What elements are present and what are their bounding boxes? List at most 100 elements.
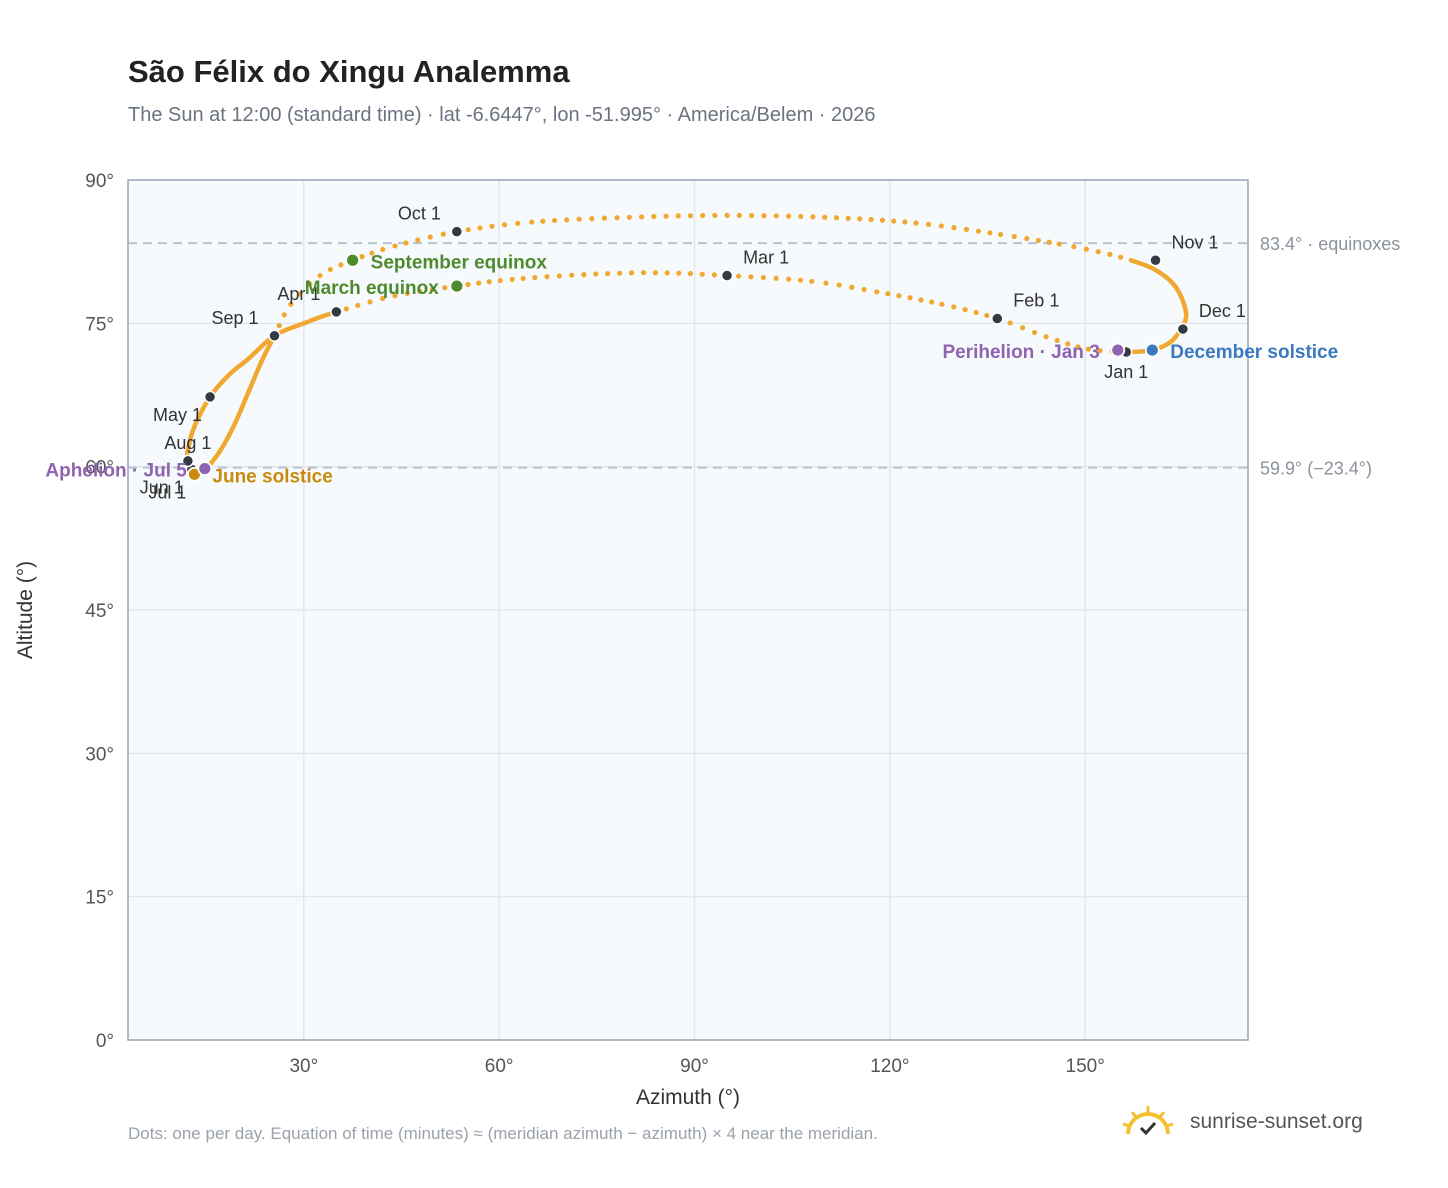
day-dot bbox=[663, 213, 669, 219]
day-dot bbox=[736, 212, 742, 218]
day-dot bbox=[836, 282, 842, 288]
day-dot bbox=[896, 293, 902, 299]
day-dot bbox=[1065, 341, 1071, 347]
event-label: June solstice bbox=[212, 466, 332, 487]
day-dot bbox=[1085, 346, 1092, 352]
day-dot bbox=[652, 270, 659, 276]
day-dot bbox=[761, 213, 767, 219]
curve-segment bbox=[246, 359, 264, 395]
event-label: Perihelion · Jan 3 bbox=[942, 342, 1099, 363]
day-dot bbox=[651, 213, 657, 220]
reference-line-label: 83.4° · equinoxes bbox=[1260, 234, 1400, 254]
day-dot bbox=[581, 272, 587, 278]
day-dot bbox=[520, 275, 526, 282]
curve-segment bbox=[216, 424, 236, 455]
day-dot bbox=[773, 213, 779, 219]
footnote: Dots: one per day. Equation of time (min… bbox=[128, 1124, 878, 1143]
reference-line-label: 59.9° (−23.4°) bbox=[1260, 459, 1372, 479]
day-dot bbox=[532, 274, 538, 281]
day-dot bbox=[476, 280, 482, 286]
y-tick-label: 45° bbox=[85, 601, 114, 622]
y-tick-label: 60° bbox=[85, 458, 114, 479]
day-dot bbox=[1031, 329, 1038, 336]
day-dot bbox=[359, 254, 365, 260]
day-dot bbox=[833, 215, 840, 221]
brand[interactable]: sunrise-sunset.org bbox=[1120, 1104, 1363, 1140]
day-dot bbox=[868, 216, 874, 223]
day-dot bbox=[640, 270, 647, 276]
month-marker bbox=[181, 454, 195, 468]
x-axis-label: Azimuth (°) bbox=[636, 1086, 740, 1109]
day-dot bbox=[797, 277, 804, 283]
event-label: December solstice bbox=[1170, 342, 1338, 363]
day-dot bbox=[276, 322, 282, 329]
day-dot bbox=[1056, 241, 1062, 247]
day-dot bbox=[392, 293, 398, 299]
curve-segment bbox=[185, 424, 197, 453]
day-dot bbox=[1043, 334, 1049, 340]
day-dot bbox=[664, 270, 670, 276]
y-tick-label: 30° bbox=[85, 744, 114, 765]
month-marker bbox=[268, 329, 281, 343]
day-dot bbox=[918, 297, 924, 303]
y-tick-label: 75° bbox=[85, 314, 114, 335]
day-dot bbox=[748, 274, 754, 280]
day-dot bbox=[404, 290, 410, 296]
day-dot bbox=[296, 291, 303, 297]
day-dot bbox=[415, 237, 421, 243]
curve-segment bbox=[1174, 285, 1189, 317]
day-dot bbox=[529, 219, 535, 225]
day-dot bbox=[687, 213, 694, 219]
day-dot bbox=[1075, 344, 1081, 350]
day-dot bbox=[712, 212, 718, 218]
day-dot bbox=[465, 281, 471, 288]
month-marker bbox=[991, 312, 1004, 325]
day-dot bbox=[975, 228, 982, 234]
day-dot bbox=[861, 286, 867, 293]
day-dot bbox=[440, 231, 446, 237]
event-marker bbox=[197, 461, 213, 476]
day-dot bbox=[564, 217, 570, 223]
chart-title: São Félix do Xingu Analemma bbox=[128, 54, 570, 89]
day-dot bbox=[1095, 249, 1101, 255]
day-dot bbox=[736, 273, 742, 279]
month-label: Mar 1 bbox=[743, 248, 789, 268]
day-dot bbox=[939, 301, 945, 307]
month-label: Dec 1 bbox=[1199, 301, 1246, 321]
day-dot bbox=[785, 276, 792, 282]
day-dot bbox=[380, 246, 386, 253]
y-tick-label: 90° bbox=[85, 171, 114, 192]
month-marker bbox=[203, 390, 217, 404]
day-dot bbox=[938, 223, 944, 229]
day-dot bbox=[614, 215, 620, 221]
day-dot bbox=[589, 216, 595, 222]
day-dot bbox=[617, 270, 623, 276]
event-marker bbox=[345, 252, 361, 268]
day-dot bbox=[724, 212, 730, 218]
day-dot bbox=[429, 286, 436, 292]
day-dot bbox=[700, 212, 706, 219]
event-marker bbox=[1144, 342, 1160, 358]
day-dot bbox=[1007, 320, 1013, 326]
day-dot bbox=[593, 271, 599, 277]
day-dot bbox=[785, 213, 792, 219]
day-dot bbox=[569, 272, 575, 278]
day-dot bbox=[925, 221, 932, 227]
curve-segment bbox=[1154, 268, 1179, 291]
day-dot bbox=[369, 250, 375, 256]
day-dot bbox=[951, 304, 957, 310]
y-tick-label: 0° bbox=[96, 1031, 114, 1052]
y-axis-label: Altitude (°) bbox=[14, 561, 37, 659]
event-markers: March equinox September equinox June solst… bbox=[45, 252, 1338, 487]
day-dot bbox=[963, 226, 970, 232]
day-dot bbox=[760, 274, 767, 281]
curve-segment bbox=[1128, 258, 1160, 274]
day-dot bbox=[417, 288, 423, 294]
day-dot bbox=[962, 307, 968, 313]
day-dot bbox=[1024, 235, 1030, 242]
curve-segment bbox=[301, 309, 339, 326]
day-dot bbox=[556, 273, 562, 279]
month-label: Feb 1 bbox=[1013, 291, 1059, 311]
day-dot bbox=[465, 227, 471, 233]
event-label: Aphelion · Jul 5 bbox=[45, 461, 187, 482]
